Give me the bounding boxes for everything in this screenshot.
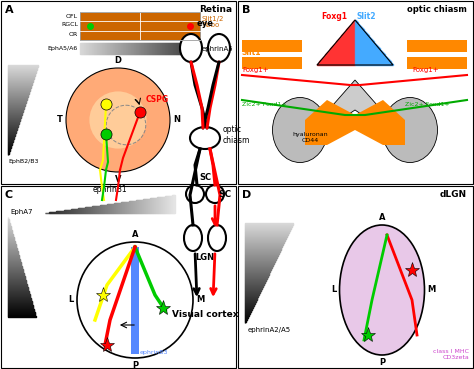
Text: SC: SC — [219, 190, 232, 199]
Text: OFL: OFL — [66, 14, 78, 19]
Bar — [238, 1, 473, 184]
Circle shape — [77, 242, 193, 358]
Ellipse shape — [184, 225, 202, 251]
Text: Foxg1: Foxg1 — [321, 12, 347, 21]
Text: Slit1: Slit1 — [242, 48, 262, 57]
Bar — [238, 186, 473, 368]
Text: ephrinA5: ephrinA5 — [202, 45, 234, 52]
Text: RGCL: RGCL — [61, 23, 78, 27]
Circle shape — [206, 185, 224, 203]
Text: T: T — [57, 115, 63, 124]
Bar — [80, 12, 200, 40]
Text: Slit1/2: Slit1/2 — [202, 16, 224, 22]
Polygon shape — [333, 80, 377, 120]
Text: A: A — [5, 5, 14, 15]
Text: eye: eye — [197, 19, 213, 28]
Text: ephrinB3: ephrinB3 — [140, 350, 168, 355]
Bar — [242, 40, 302, 52]
Bar — [1, 1, 236, 184]
Circle shape — [90, 92, 146, 149]
Text: EphA5/A6: EphA5/A6 — [48, 46, 78, 51]
Text: A: A — [132, 230, 138, 239]
Circle shape — [66, 68, 170, 172]
Bar — [1, 186, 236, 368]
Text: OR: OR — [69, 32, 78, 37]
Text: L: L — [69, 296, 74, 304]
Ellipse shape — [190, 127, 220, 149]
Text: D: D — [115, 56, 121, 65]
Text: EphA7: EphA7 — [11, 209, 33, 215]
Text: ephrinB1: ephrinB1 — [93, 185, 128, 194]
Polygon shape — [305, 100, 405, 145]
Text: SC: SC — [199, 173, 211, 182]
Text: M: M — [428, 286, 436, 294]
Text: Retina: Retina — [199, 5, 232, 14]
Text: P: P — [379, 358, 385, 367]
Bar — [242, 57, 302, 69]
Bar — [407, 40, 467, 52]
Text: Visual cortex: Visual cortex — [172, 310, 238, 319]
Text: CSPG: CSPG — [146, 95, 169, 104]
Text: L: L — [331, 286, 337, 294]
Text: LGN: LGN — [195, 253, 215, 262]
Text: D: D — [242, 190, 251, 200]
Bar — [407, 57, 467, 69]
Text: N: N — [173, 115, 180, 124]
Text: ephrinA2/A5: ephrinA2/A5 — [247, 327, 291, 333]
Text: Slit2: Slit2 — [357, 12, 376, 21]
Text: M: M — [196, 296, 204, 304]
Ellipse shape — [208, 225, 226, 251]
Bar — [131, 247, 139, 354]
Text: dLGN: dLGN — [440, 190, 467, 199]
Text: V: V — [115, 175, 121, 184]
Text: B: B — [242, 5, 250, 15]
Text: Zic2+ Foxd1+: Zic2+ Foxd1+ — [405, 102, 450, 107]
Text: C: C — [5, 190, 13, 200]
Text: A: A — [379, 213, 385, 222]
Ellipse shape — [180, 34, 202, 62]
Ellipse shape — [339, 225, 425, 355]
Text: Zic2+ Foxd1+: Zic2+ Foxd1+ — [242, 102, 287, 107]
Text: P: P — [132, 361, 138, 369]
Text: class I MHC
CD3zeta: class I MHC CD3zeta — [433, 349, 469, 360]
Text: optic
chiasm: optic chiasm — [223, 125, 250, 145]
Ellipse shape — [208, 34, 230, 62]
Text: EphB2/B3: EphB2/B3 — [8, 159, 38, 164]
Text: Robo: Robo — [202, 22, 219, 28]
Text: Foxg1+: Foxg1+ — [242, 67, 269, 73]
Text: Foxg1+: Foxg1+ — [412, 67, 438, 73]
Ellipse shape — [273, 97, 328, 162]
Text: optic chiasm: optic chiasm — [407, 5, 467, 14]
Circle shape — [186, 185, 204, 203]
Text: hyaluronan
CD44: hyaluronan CD44 — [292, 132, 328, 143]
Ellipse shape — [383, 97, 438, 162]
